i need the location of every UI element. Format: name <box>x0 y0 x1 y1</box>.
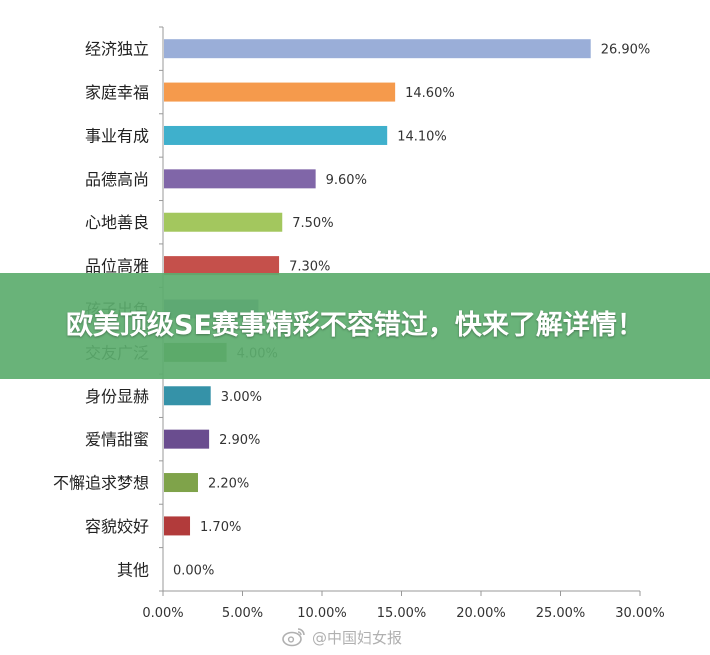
category-label: 品位高雅 <box>85 257 149 276</box>
x-tick-label: 25.00% <box>536 606 586 621</box>
value-label: 0.00% <box>173 563 214 578</box>
bar <box>164 169 316 189</box>
bar <box>164 39 591 59</box>
x-tick-label: 15.00% <box>377 606 427 621</box>
bar <box>164 473 198 493</box>
category-label: 心地善良 <box>85 213 149 232</box>
bar <box>164 386 211 406</box>
value-label: 2.90% <box>219 433 260 448</box>
value-label: 14.10% <box>397 129 447 144</box>
bar <box>164 125 388 145</box>
category-label: 容貌姣好 <box>85 517 149 536</box>
bar <box>164 429 210 449</box>
category-label: 品德高尚 <box>85 170 149 189</box>
bar <box>164 516 191 536</box>
watermark-text: @中国妇女报 <box>312 628 403 647</box>
x-tick-label: 20.00% <box>456 606 506 621</box>
bar <box>164 212 283 232</box>
bar <box>164 82 396 102</box>
value-label: 7.50% <box>292 216 333 231</box>
category-label: 不懈追求梦想 <box>53 474 149 493</box>
watermark: @中国妇女报 <box>282 626 402 648</box>
promo-banner[interactable]: 欧美顶级SE赛事精彩不容错过，快来了解详情！ <box>0 273 710 379</box>
value-label: 2.20% <box>208 477 249 492</box>
value-label: 7.30% <box>289 260 330 275</box>
value-label: 1.70% <box>200 520 241 535</box>
x-tick-label: 5.00% <box>222 606 263 621</box>
value-labels: 26.90%14.60%14.10%9.60%7.50%7.30%4.00%3.… <box>173 43 650 579</box>
category-label: 爱情甜蜜 <box>85 430 149 449</box>
category-label: 其他 <box>117 560 149 579</box>
bar <box>164 256 280 276</box>
value-label: 9.60% <box>326 173 367 188</box>
category-label: 身份显赫 <box>85 387 149 406</box>
x-tick-label: 0.00% <box>142 606 183 621</box>
x-axis: 0.00% 5.00% 10.00% 15.00% 20.00% 25.00% 30.00% <box>142 26 665 621</box>
category-label: 家庭幸福 <box>85 83 149 102</box>
category-label: 事业有成 <box>85 126 149 145</box>
x-tick-label: 30.00% <box>615 606 665 621</box>
weibo-icon <box>282 628 305 647</box>
x-tick-label: 10.00% <box>297 606 347 621</box>
category-label: 经济独立 <box>85 40 149 59</box>
banner-text: 欧美顶级SE赛事精彩不容错过，快来了解详情！ <box>66 310 644 341</box>
value-label: 14.60% <box>405 86 455 101</box>
value-label: 26.90% <box>601 43 651 58</box>
value-label: 3.00% <box>221 390 262 405</box>
